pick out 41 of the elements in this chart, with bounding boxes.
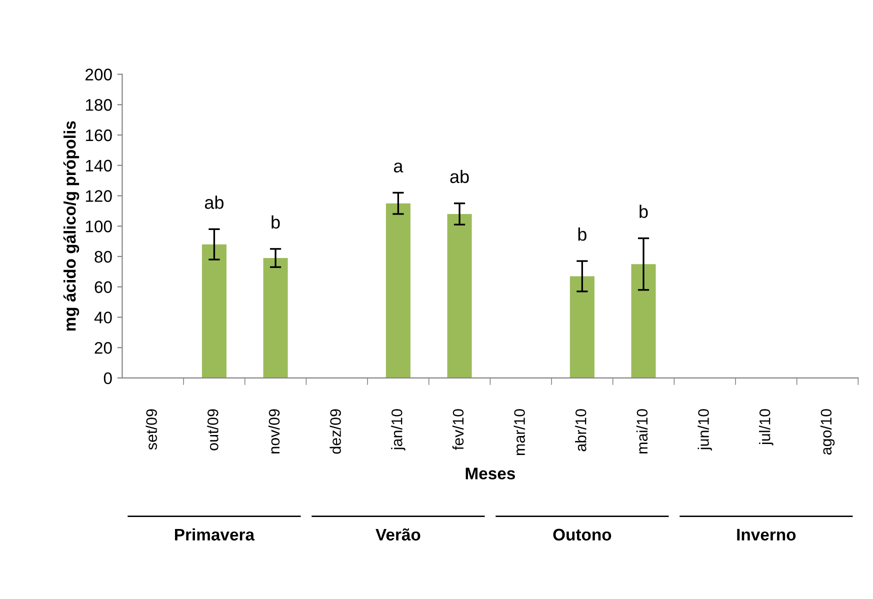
x-tick-label: dez/09 xyxy=(330,409,341,454)
x-axis-title: Meses xyxy=(466,468,515,480)
y-tick-label: 0 xyxy=(104,372,112,384)
y-tick-label: 140 xyxy=(86,160,112,172)
x-tick-label: jul/10 xyxy=(759,409,774,446)
x-tick-label: abr/10 xyxy=(575,409,586,452)
x-tick-label: jun/10 xyxy=(698,409,712,451)
y-axis-title: mg ácido gálico/g própolis xyxy=(63,121,80,331)
annotation: b xyxy=(640,204,648,218)
x-tick-label: fev/10 xyxy=(452,409,464,450)
bar xyxy=(631,264,656,378)
bar xyxy=(263,258,288,378)
x-tick-label: jan/10 xyxy=(391,409,406,451)
annotation: b xyxy=(578,228,586,241)
y-tick-label: 160 xyxy=(86,129,112,142)
y-tick-label: 20 xyxy=(94,342,112,354)
annotation: ab xyxy=(204,196,224,209)
bar xyxy=(202,244,226,378)
x-tick-label: set/09 xyxy=(146,409,157,450)
bar xyxy=(447,214,472,378)
x-tick-label: mai/10 xyxy=(636,409,648,454)
y-tick-label: 180 xyxy=(86,99,112,111)
y-tick-label: 60 xyxy=(94,281,112,294)
annotation: b xyxy=(272,215,280,229)
x-tick-label: mar/10 xyxy=(514,409,525,456)
x-tick-label: ago/10 xyxy=(820,409,835,455)
y-tick-label: 200 xyxy=(86,68,112,80)
bar xyxy=(386,203,410,378)
annotation: ab xyxy=(450,170,469,184)
text: Outono xyxy=(553,528,612,541)
text: Verão xyxy=(376,528,420,541)
text: Inverno xyxy=(737,528,796,541)
bar xyxy=(570,276,594,378)
y-tick-label: 40 xyxy=(94,312,112,324)
text: Primavera xyxy=(175,528,255,541)
x-tick-label: nov/09 xyxy=(268,409,280,454)
annotation: a xyxy=(394,162,404,172)
x-tick-label: out/09 xyxy=(207,409,218,450)
y-tick-label: 120 xyxy=(86,190,112,202)
y-tick-label: 100 xyxy=(86,220,112,232)
y-tick-label: 80 xyxy=(94,250,112,263)
